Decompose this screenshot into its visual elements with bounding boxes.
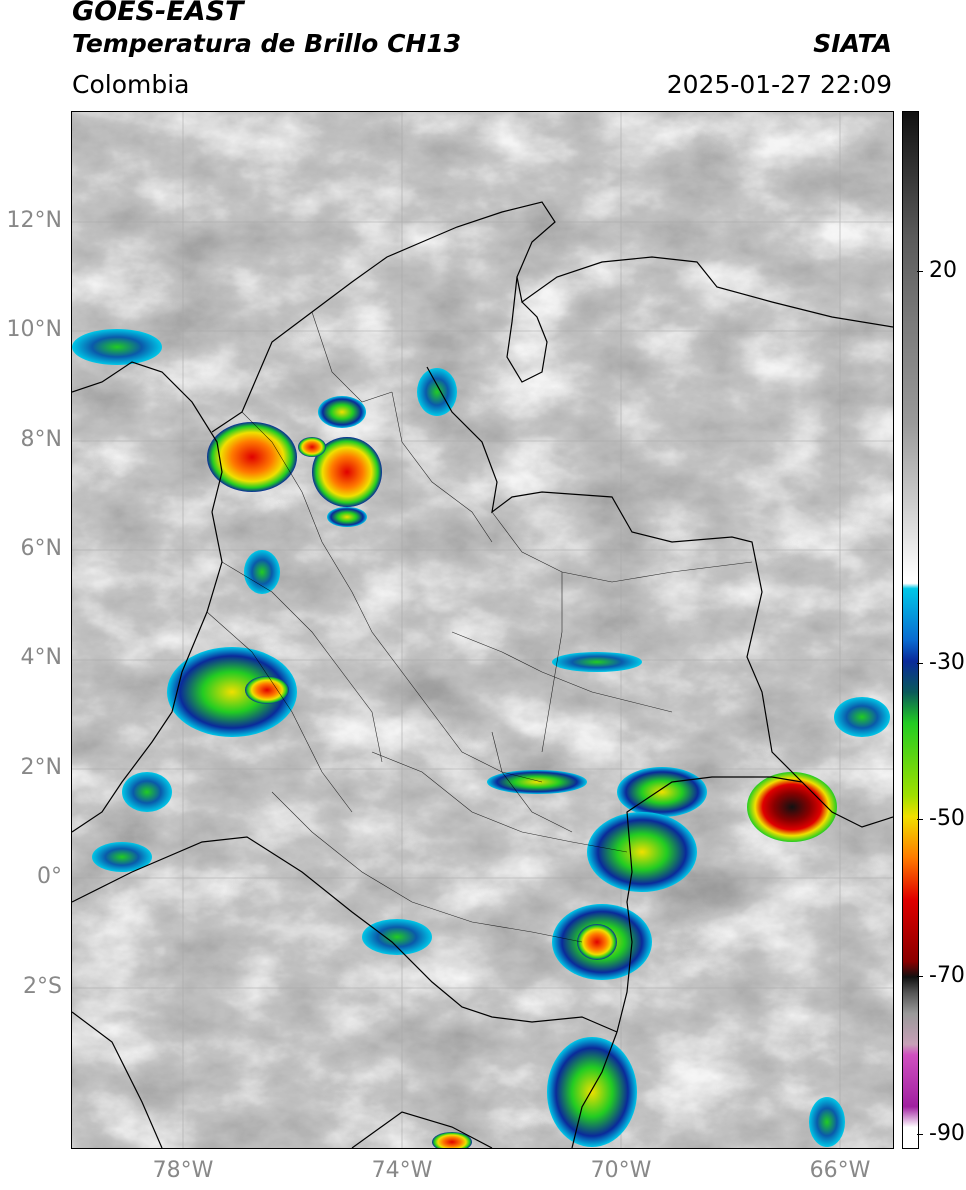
colorbar-label-minus30: -30: [929, 650, 965, 675]
lat-label-10n: 10°N: [6, 317, 62, 342]
convective-cells: [72, 329, 890, 1148]
colorbar-tick: [917, 663, 923, 664]
product-title: Temperatura de Brillo CH13: [72, 29, 462, 58]
colorbar-label-minus90: -90: [929, 1121, 965, 1146]
lon-label-70w: 70°W: [590, 1158, 652, 1183]
map-canvas: [72, 112, 893, 1148]
region-label: Colombia: [72, 70, 190, 99]
lat-label-2s: 2°S: [23, 974, 62, 999]
country-borders: [72, 201, 893, 1148]
colorbar-tick: [917, 271, 923, 272]
timestamp-label: 2025-01-27 22:09: [666, 70, 892, 99]
lat-label-4n: 4°N: [20, 645, 62, 670]
colorbar-tick: [917, 819, 923, 820]
graticule: [72, 112, 893, 1148]
lon-label-74w: 74°W: [371, 1158, 433, 1183]
lat-label-8n: 8°N: [20, 427, 62, 452]
brand-label: SIATA: [813, 29, 892, 58]
satellite-title: GOES-EAST: [72, 0, 244, 27]
colorbar-tick: [917, 976, 923, 977]
department-borders: [206, 311, 753, 943]
colorbar-label-minus70: -70: [929, 963, 965, 988]
lon-label-78w: 78°W: [152, 1158, 214, 1183]
cloud-field: [72, 112, 893, 1148]
lat-label-2n: 2°N: [20, 755, 62, 780]
lat-label-12n: 12°N: [6, 208, 62, 233]
lon-label-66w: 66°W: [809, 1158, 871, 1183]
colorbar-label-minus50: -50: [929, 806, 965, 831]
lat-label-6n: 6°N: [20, 536, 62, 561]
satellite-map[interactable]: [71, 111, 894, 1149]
temperature-colorbar: [902, 111, 919, 1149]
colorbar-label-20: 20: [929, 258, 957, 283]
lat-label-0: 0°: [37, 864, 62, 889]
colorbar-tick: [917, 1134, 923, 1135]
